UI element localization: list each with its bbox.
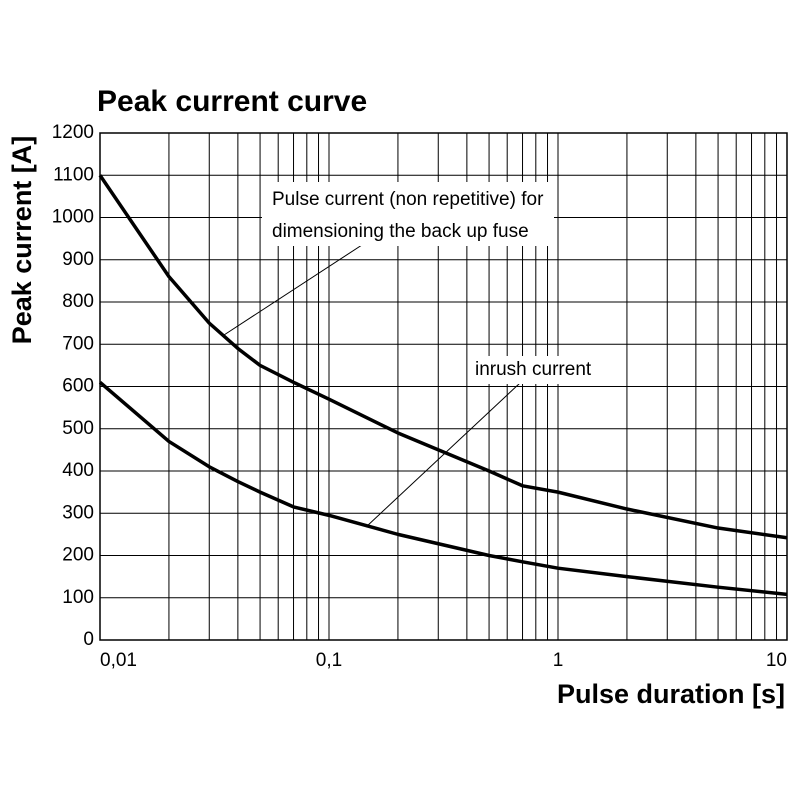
y-tick-label: 1200	[52, 122, 94, 143]
y-tick-label: 300	[62, 502, 94, 523]
leader-line	[365, 382, 521, 528]
series-line	[98, 174, 788, 540]
annotation: Pulse current (non repetitive) for	[272, 189, 544, 210]
y-tick-label: 600	[62, 376, 94, 397]
annotation-box	[470, 356, 598, 384]
y-tick-label: 0	[83, 629, 94, 650]
x-tick-label: 1	[553, 650, 564, 671]
series-line	[98, 380, 788, 597]
x-tick-label: 0,01	[100, 650, 137, 671]
y-tick-label: 1100	[53, 164, 94, 185]
y-tick-label: 800	[62, 291, 94, 312]
annotation: dimensioning the back up fuse	[272, 221, 529, 242]
chart-title: Peak current curve	[97, 85, 367, 118]
x-tick-label: 0,1	[316, 650, 342, 671]
y-tick-label: 200	[62, 545, 94, 566]
annotation: inrush current	[475, 359, 592, 380]
x-axis-label: Pulse duration [s]	[557, 679, 785, 709]
y-axis-label: Peak current [A]	[7, 136, 37, 345]
y-tick-label: 500	[62, 418, 94, 439]
plot-frame	[99, 132, 788, 641]
y-tick-label: 400	[62, 460, 94, 481]
y-tick-label: 700	[62, 333, 94, 354]
x-tick-label: 10	[766, 650, 787, 671]
y-tick-label: 1000	[52, 207, 94, 228]
y-tick-label: 100	[62, 587, 94, 608]
annotation-box	[262, 182, 554, 246]
y-tick-label: 900	[62, 249, 94, 270]
leader-line	[223, 242, 366, 336]
